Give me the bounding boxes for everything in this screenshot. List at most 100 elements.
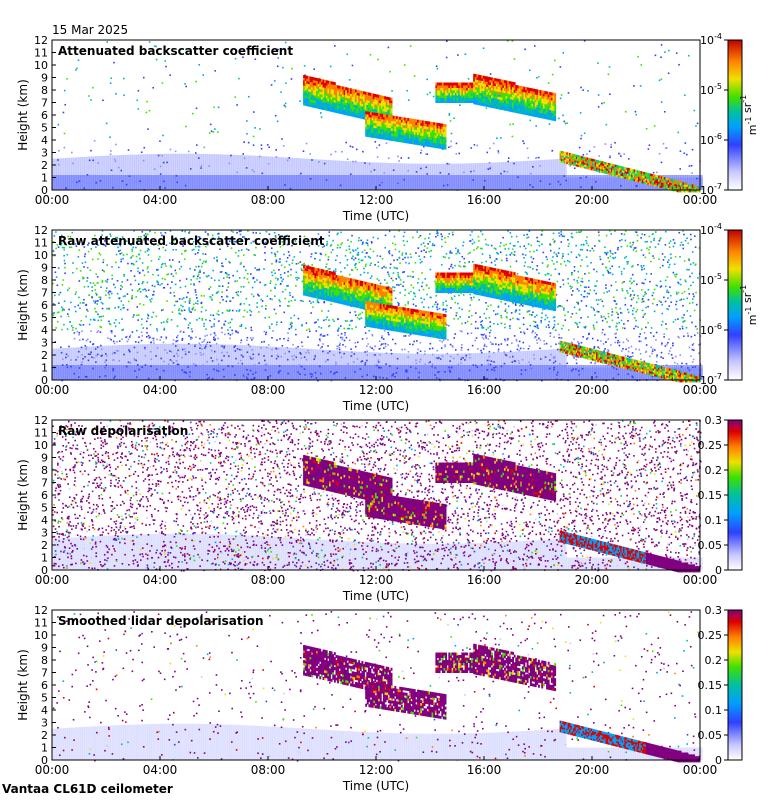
noise-pixel xyxy=(106,41,108,43)
surface-layer-mark xyxy=(462,175,466,190)
cloud-pixel xyxy=(441,100,444,103)
cloud-pixel xyxy=(303,80,305,83)
cloud-pixel xyxy=(448,95,451,98)
noise-pixel xyxy=(528,69,531,72)
cloud-pixel xyxy=(373,112,376,116)
cloud-pixel xyxy=(387,104,390,108)
boundary-layer-mark xyxy=(257,155,260,190)
noise-pixel xyxy=(404,304,407,306)
cloud-pixel xyxy=(330,98,333,102)
cloud-pixel xyxy=(418,127,421,131)
cloud-pixel xyxy=(499,106,502,110)
cloud-pixel xyxy=(486,81,489,85)
noise-pixel xyxy=(170,319,173,321)
noise-pixel xyxy=(224,333,226,336)
cloud-pixel xyxy=(345,102,348,106)
noise-pixel xyxy=(356,358,359,360)
noise-pixel xyxy=(409,275,412,278)
cloud-pixel xyxy=(394,123,397,127)
noise-pixel xyxy=(342,343,344,346)
cloud-pixel xyxy=(456,100,459,103)
cloud-pixel xyxy=(372,98,375,102)
cloud-pixel xyxy=(407,128,410,132)
y-tick-label: 9 xyxy=(41,72,48,85)
cloud-pixel xyxy=(341,99,344,102)
noise-pixel xyxy=(320,116,323,119)
noise-pixel xyxy=(448,163,450,165)
noise-pixel xyxy=(243,277,246,279)
cloud-pixel xyxy=(385,96,388,100)
boundary-layer-mark xyxy=(60,158,64,190)
cloud-pixel xyxy=(374,96,377,100)
cloud-pixel xyxy=(391,135,394,139)
cloud-pixel xyxy=(392,120,395,124)
cloud-pixel xyxy=(405,137,408,141)
boundary-layer-mark xyxy=(52,158,55,190)
cloud-pixel xyxy=(434,125,437,129)
noise-pixel xyxy=(654,54,657,57)
cloud-pixel xyxy=(395,131,398,135)
cloud-pixel xyxy=(317,78,320,82)
noise-pixel xyxy=(467,78,470,80)
cloud-pixel xyxy=(370,122,372,126)
boundary-layer-mark xyxy=(129,154,133,190)
cloud-pixel xyxy=(542,90,545,94)
noise-pixel xyxy=(608,371,611,373)
cloud-pixel xyxy=(376,96,378,100)
boundary-layer-mark xyxy=(131,154,135,190)
cloud-pixel xyxy=(491,79,493,83)
noise-pixel xyxy=(605,287,607,289)
cloud-pixel xyxy=(384,131,387,135)
surface-layer-mark xyxy=(604,175,608,190)
noise-pixel xyxy=(396,186,398,189)
cloud-pixel xyxy=(353,109,356,113)
noise-pixel xyxy=(175,175,178,177)
surface-layer-mark xyxy=(99,175,103,190)
cloud-pixel xyxy=(482,103,485,107)
cloud-pixel xyxy=(390,105,393,109)
noise-pixel xyxy=(57,159,59,161)
noise-pixel xyxy=(197,273,200,276)
cloud-pixel xyxy=(306,83,309,87)
cloud-pixel xyxy=(316,95,318,99)
cloud-pixel xyxy=(408,123,411,127)
cloud-pixel xyxy=(304,80,307,84)
cloud-pixel xyxy=(350,93,352,97)
surface-layer-mark xyxy=(365,175,368,190)
noise-pixel xyxy=(327,268,330,270)
surface-layer-mark xyxy=(417,175,420,190)
noise-pixel xyxy=(313,68,315,71)
cloud-pixel xyxy=(453,97,456,101)
cloud-pixel xyxy=(314,90,317,94)
noise-pixel xyxy=(302,150,305,152)
noise-pixel xyxy=(340,183,342,185)
noise-pixel xyxy=(58,163,60,166)
cloud-pixel xyxy=(439,125,442,129)
cloud-pixel xyxy=(374,122,377,126)
noise-pixel xyxy=(110,169,113,172)
noise-pixel xyxy=(130,270,132,272)
cloud-pixel xyxy=(464,97,467,101)
heatmap-field xyxy=(52,40,703,193)
cloud-pixel xyxy=(444,134,447,138)
surface-layer-mark xyxy=(248,175,252,190)
boundary-layer-mark xyxy=(244,155,247,190)
cloud-pixel xyxy=(379,123,382,127)
surface-layer-mark xyxy=(246,175,250,190)
surface-layer-mark xyxy=(324,175,327,190)
cloud-pixel xyxy=(370,117,372,121)
cloud-pixel xyxy=(386,122,389,126)
surface-layer-mark xyxy=(280,175,284,190)
cloud-pixel xyxy=(306,85,309,89)
cloud-pixel xyxy=(430,126,432,130)
noise-pixel xyxy=(582,154,585,156)
noise-pixel xyxy=(164,60,167,62)
cloud-pixel xyxy=(376,109,378,113)
noise-pixel xyxy=(271,323,273,325)
cloud-pixel xyxy=(442,133,445,137)
surface-layer-mark xyxy=(69,175,73,190)
noise-pixel xyxy=(420,152,422,154)
cloud-pixel xyxy=(389,125,392,129)
noise-pixel xyxy=(388,230,391,233)
cloud-pixel xyxy=(443,90,446,93)
